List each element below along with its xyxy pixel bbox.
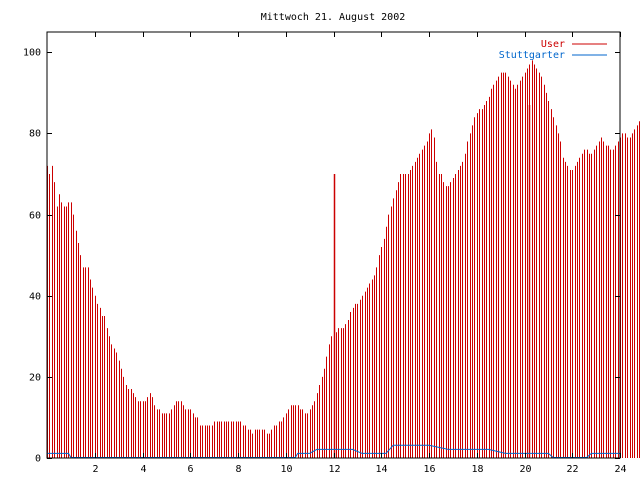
stuttgarter-line — [47, 444, 620, 458]
stuttgarter-series-line — [47, 444, 620, 458]
y-tick-label: 60 — [29, 211, 41, 222]
x-tick-label: 16 — [423, 464, 435, 475]
chart-title: Mittwoch 21. August 2002 — [261, 12, 406, 23]
plot-frame — [46, 31, 621, 459]
user-bars — [47, 60, 640, 458]
x-tick-label: 12 — [328, 464, 340, 475]
x-tick-label: 4 — [140, 464, 146, 475]
y-tick-label: 40 — [29, 292, 41, 303]
x-tick-label: 8 — [235, 464, 241, 475]
legend-label: Stuttgarter — [499, 50, 565, 61]
x-tick-label: 18 — [471, 464, 483, 475]
x-tick-label: 6 — [187, 464, 193, 475]
x-tick-label: 22 — [566, 464, 578, 475]
x-tick-label: 2 — [92, 464, 98, 475]
y-tick-label: 20 — [29, 373, 41, 384]
y-tick-label: 100 — [23, 48, 41, 59]
x-tick-label: 14 — [375, 464, 387, 475]
y-tick-label: 0 — [35, 454, 41, 465]
y-tick-label: 80 — [29, 129, 41, 140]
x-tick-label: 10 — [280, 464, 292, 475]
x-tick-label: 20 — [519, 464, 531, 475]
x-tick-label: 24 — [614, 464, 626, 475]
legend-label: User — [541, 39, 565, 50]
